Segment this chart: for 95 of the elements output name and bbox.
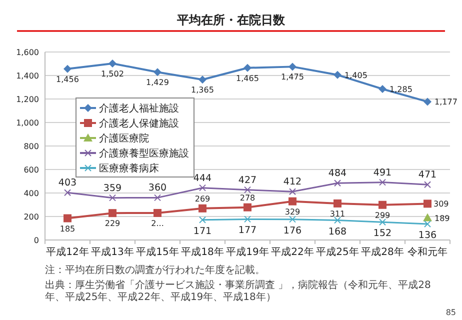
data-label: 229 (104, 219, 120, 228)
point (423, 213, 432, 222)
point (154, 194, 161, 202)
y-tick-label: 200 (24, 212, 39, 222)
data-label: 152 (373, 228, 392, 240)
point (154, 68, 162, 76)
legend-label: 介護老人福祉施設 (99, 102, 179, 114)
text: 85 (446, 308, 456, 317)
point (244, 64, 252, 72)
point (424, 98, 432, 106)
data-label: 311 (330, 209, 346, 218)
point (289, 216, 296, 223)
data-label: 471 (418, 170, 437, 181)
data-label: 171 (193, 226, 212, 237)
y-tick-label: 1,600 (16, 48, 39, 57)
data-label: 1,465 (236, 74, 259, 83)
point (244, 203, 252, 212)
data-label: 1,502 (101, 70, 124, 79)
text: 注：平均在所日数の調査が行われた年度を記載。 (45, 264, 265, 276)
point (424, 200, 432, 208)
x-tick-label: 平成19年 (226, 246, 269, 258)
point (334, 216, 341, 224)
data-label: 412 (283, 176, 302, 188)
point (108, 209, 116, 218)
point (244, 216, 251, 223)
y-tick-label: 600 (24, 166, 39, 174)
x-tick-label: 平成15年 (136, 246, 179, 258)
point (379, 178, 386, 186)
point (199, 184, 206, 192)
data-label: 176 (283, 225, 302, 236)
point (198, 204, 206, 212)
point (378, 200, 386, 209)
point (334, 70, 342, 79)
point (288, 62, 296, 71)
point (289, 188, 296, 196)
data-label: 359 (103, 182, 122, 194)
data-label: 1,405 (344, 70, 368, 80)
point (424, 220, 431, 228)
point (64, 214, 72, 222)
legend-label: 介護療養型医療施設 (99, 148, 189, 160)
data-label: 491 (373, 167, 392, 178)
point (288, 197, 296, 206)
point (154, 208, 162, 217)
data-label: 269 (194, 194, 210, 204)
data-label: 444 (193, 172, 212, 184)
point (64, 189, 71, 196)
data-label: 1,475 (281, 72, 304, 82)
chart-title: 平均在所・在院日数 (176, 13, 286, 27)
legend-label: 介護老人保健施設 (99, 118, 179, 130)
y-tick-label: 1,000 (16, 118, 39, 128)
data-label: 360 (148, 182, 167, 194)
x-tick-label: 令和元年 (408, 246, 448, 258)
data-label: 168 (328, 226, 347, 238)
point (334, 199, 342, 208)
source-note: 出典：厚生労働省「介護サービス施設・事業所調査 」，病院報告（令和元年、平成28年、平成25年、平成22年、平成19年、平成18年） (45, 279, 431, 303)
data-label: 1,456 (56, 74, 79, 84)
x-tick-label: 平成18年 (181, 246, 224, 258)
data-label: 299 (374, 210, 390, 220)
data-label: 189 (434, 214, 450, 223)
point (108, 60, 116, 68)
data-label: 1,365 (191, 86, 214, 95)
data-label: 329 (284, 207, 300, 216)
y-tick-label: 800 (24, 142, 39, 151)
data-label: 177 (238, 225, 257, 236)
x-tick-label: 平成28年 (361, 246, 404, 258)
y-tick-label: 400 (24, 189, 39, 198)
point (64, 64, 72, 73)
point (379, 218, 386, 226)
x-tick-label: 平成12年 (46, 246, 89, 258)
data-label: 309 (434, 200, 449, 209)
point (198, 76, 206, 84)
data-label: 136 (418, 230, 437, 242)
data-label: 1,429 (146, 78, 169, 88)
data-label: 2... (151, 218, 164, 228)
y-tick-label: 0 (34, 236, 39, 245)
data-label: 484 (328, 168, 347, 180)
data-label: 1,285 (390, 85, 412, 94)
x-tick-label: 平成22年 (271, 246, 314, 258)
point (109, 194, 116, 202)
point (244, 186, 251, 194)
point (334, 180, 341, 187)
data-label: 1,177 (434, 98, 458, 107)
point (378, 85, 386, 94)
data-label: 185 (60, 224, 76, 234)
y-tick-label: 1,200 (16, 95, 39, 104)
legend-label: 医療療養病床 (99, 162, 159, 174)
point (424, 181, 431, 188)
y-tick-label: 1,400 (16, 72, 39, 80)
data-label: 403 (58, 178, 77, 189)
x-tick-label: 平成25年 (316, 246, 359, 258)
point (199, 216, 206, 224)
legend-label: 介護医療院 (99, 132, 149, 144)
data-label: 278 (240, 193, 256, 202)
x-tick-label: 平成13年 (91, 246, 134, 258)
data-label: 427 (238, 174, 257, 186)
